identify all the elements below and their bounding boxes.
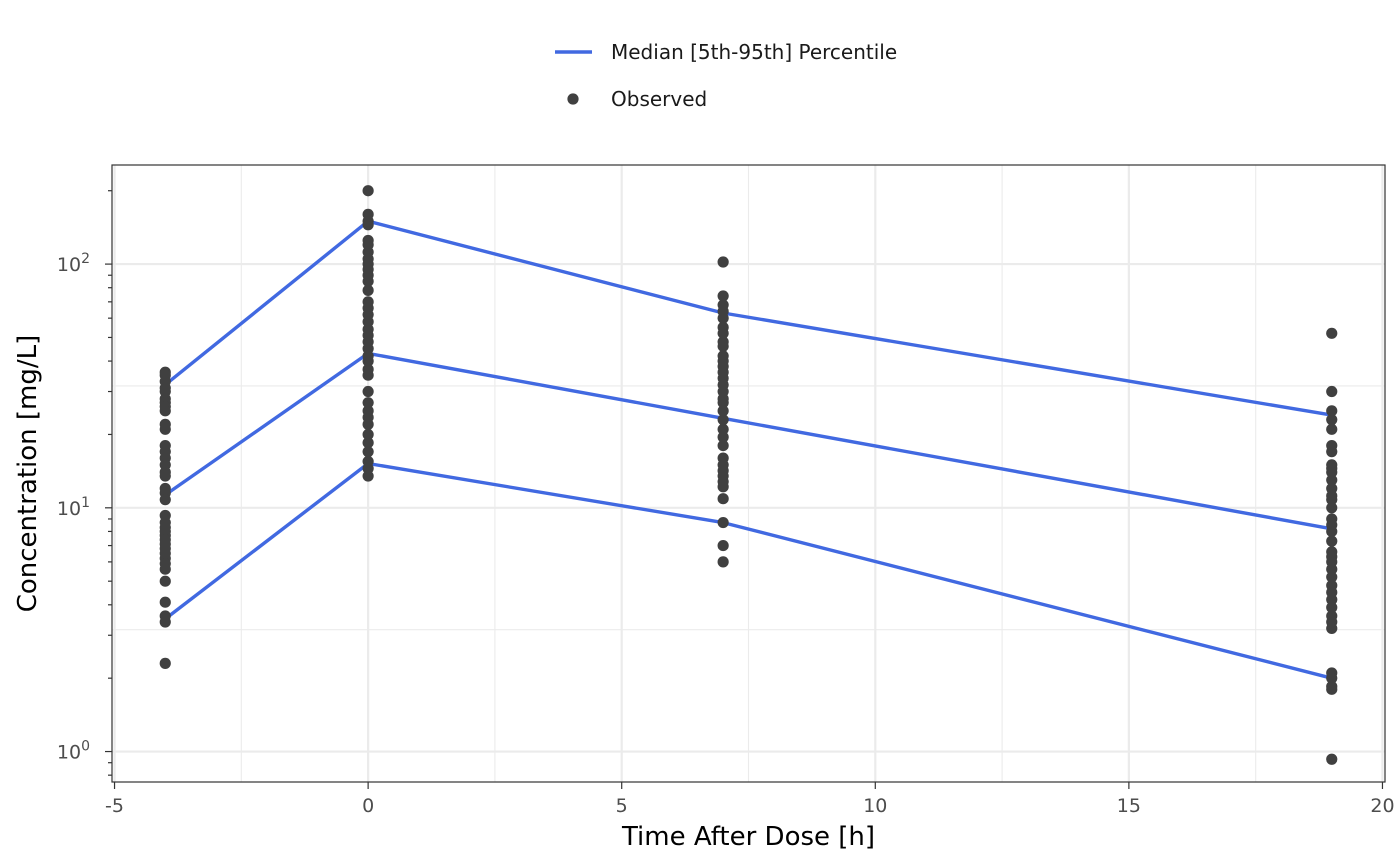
observed-point <box>1326 594 1338 606</box>
x-tick-label: 5 <box>616 795 628 817</box>
observed-point <box>1326 405 1338 417</box>
observed-point <box>717 340 729 352</box>
observed-point <box>1326 502 1338 514</box>
observed-point <box>717 423 729 435</box>
observed-point <box>717 414 729 426</box>
observed-point <box>1326 423 1338 435</box>
x-axis-title: Time After Dose [h] <box>621 822 875 852</box>
series-line-95th <box>164 219 1332 417</box>
x-tick-label: 0 <box>362 795 374 817</box>
observed-point <box>1326 601 1338 614</box>
observed-point <box>717 312 729 324</box>
observed-point <box>159 405 171 417</box>
observed-point <box>159 575 171 587</box>
observed-point <box>717 431 729 443</box>
observed-point <box>159 616 171 628</box>
x-axis: -5 0 5 10 15 20 <box>105 782 1395 817</box>
observed-point <box>362 418 374 430</box>
observed-point <box>362 428 374 441</box>
observed-point <box>159 563 171 575</box>
y-axis-title: Concentration [mg/L] <box>13 335 43 613</box>
observed-point <box>362 275 374 287</box>
y-axis: 100 101 102 <box>57 190 112 776</box>
legend-label: Observed <box>611 87 707 111</box>
x-tick-label: 15 <box>1117 795 1141 817</box>
legend-key-point <box>567 93 579 105</box>
observed-point <box>717 516 729 529</box>
observed-point <box>1326 563 1338 575</box>
observed-point <box>1326 466 1338 478</box>
observed-point <box>362 355 374 367</box>
x-tick-label: -5 <box>105 795 124 817</box>
observed-point <box>717 327 729 339</box>
y-tick-label: 101 <box>57 495 90 520</box>
observed-point <box>717 256 729 268</box>
observed-point <box>362 185 374 197</box>
observed-point <box>1326 535 1338 547</box>
observed-point <box>717 439 729 452</box>
observed-point <box>1326 753 1338 765</box>
observed-point <box>717 290 729 302</box>
observed-point <box>717 539 729 552</box>
observed-point <box>1326 672 1338 684</box>
observed-point <box>159 470 171 482</box>
observed-point <box>717 397 729 409</box>
observed-point <box>1326 571 1338 583</box>
observed-points <box>159 185 1338 765</box>
panel-border <box>111 164 1386 783</box>
observed-point <box>159 494 171 506</box>
observed-point <box>362 446 374 458</box>
observed-point <box>1326 385 1338 398</box>
observed-point <box>362 385 374 398</box>
observed-point <box>717 556 729 568</box>
series-line-5th <box>164 461 1333 680</box>
observed-point <box>1326 414 1338 426</box>
grid-lines <box>112 165 1385 782</box>
y-tick-label: 102 <box>57 251 90 276</box>
observed-point <box>362 369 374 381</box>
observed-point <box>717 405 729 417</box>
observed-point <box>1326 683 1338 695</box>
observed-point <box>159 657 171 669</box>
observed-point <box>717 493 729 505</box>
observed-point <box>362 397 374 409</box>
percentile-lines <box>164 219 1333 680</box>
observed-point <box>1326 327 1338 339</box>
observed-point <box>1326 525 1338 538</box>
legend-label: Median [5th-95th] Percentile <box>611 40 897 64</box>
observed-point <box>1326 622 1338 635</box>
observed-point <box>717 481 729 493</box>
y-tick-label: 100 <box>57 739 90 764</box>
observed-point <box>362 219 374 231</box>
x-tick-label: 10 <box>863 795 887 817</box>
observed-point <box>362 437 374 449</box>
observed-point <box>1326 446 1338 458</box>
observed-point <box>159 596 171 608</box>
legend: Median [5th-95th] Percentile Observed <box>555 40 897 111</box>
series-line-median <box>164 351 1333 531</box>
observed-point <box>1326 474 1338 486</box>
x-tick-label: 20 <box>1370 795 1394 817</box>
observed-point <box>1326 494 1338 506</box>
observed-point <box>362 284 374 296</box>
observed-point <box>159 423 171 435</box>
observed-point <box>362 470 374 482</box>
